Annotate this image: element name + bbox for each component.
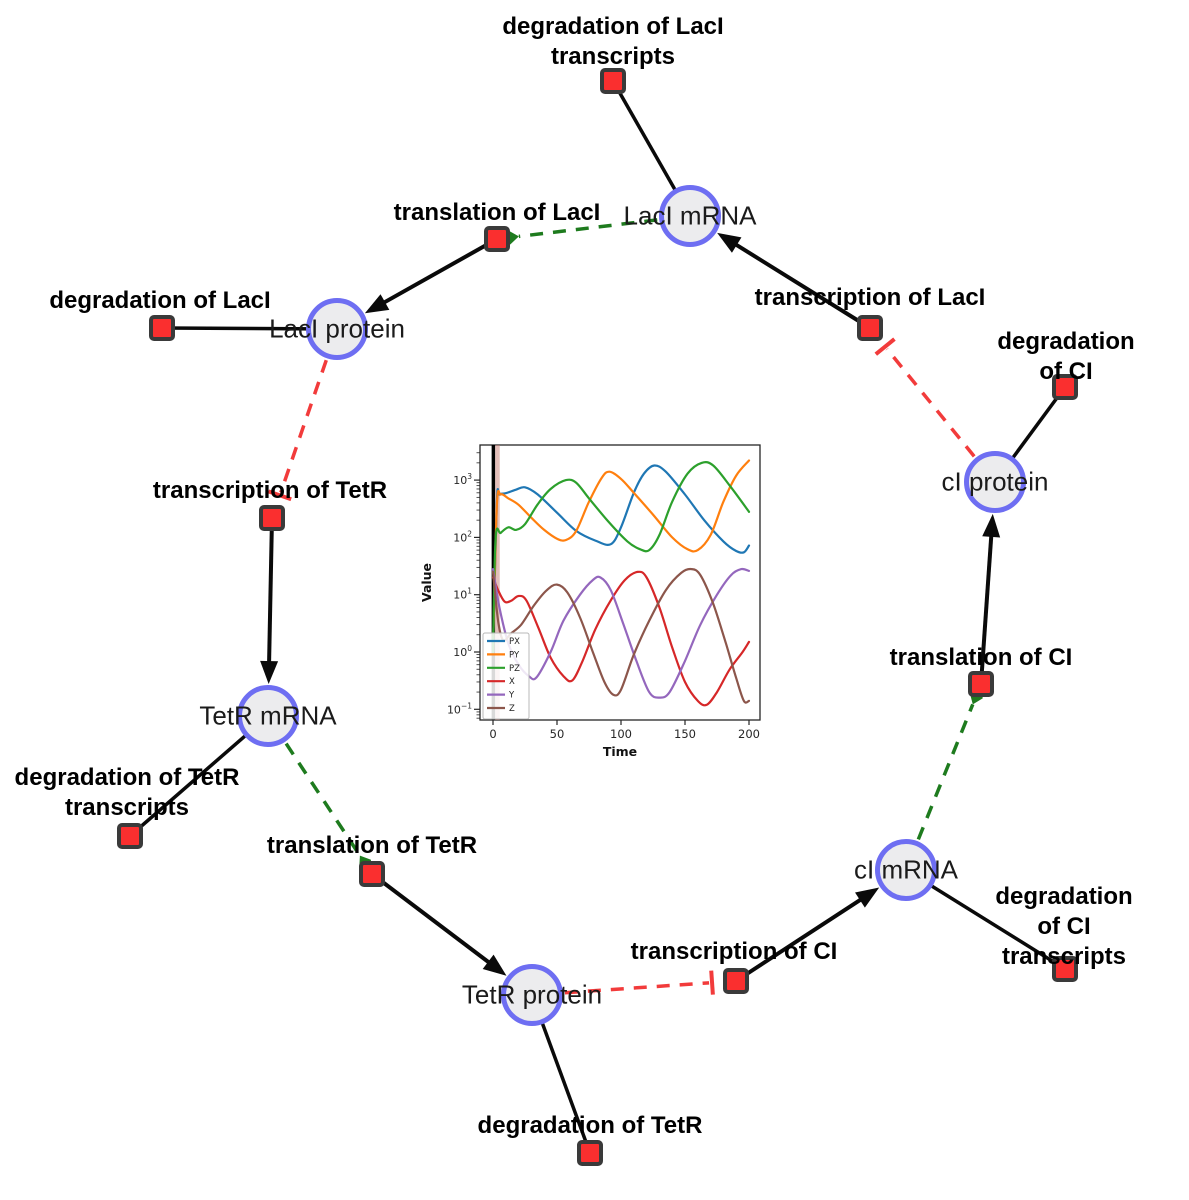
- x-tick-label: 150: [674, 727, 696, 741]
- y-tick-label: 102: [453, 529, 472, 544]
- edge-modifier-ci_mrna-transl_ci: [916, 686, 983, 841]
- edge-production-tc_laci-laci_mrna: [717, 232, 872, 330]
- legend-item-y: Y: [487, 691, 515, 701]
- y-tick-label: 101: [453, 587, 472, 602]
- reaction-node-transl-tetr[interactable]: [359, 861, 385, 887]
- legend-label: PX: [509, 637, 520, 647]
- edge-production-tc_tetr-tetr_mrna: [260, 517, 279, 685]
- series-line-pz: [491, 461, 751, 654]
- edge-inhibition-ci_protein-tc_laci: [874, 337, 976, 458]
- edge-production-transl_ci-ci_protein: [979, 513, 1001, 685]
- reaction-node-deg-ci[interactable]: [1052, 374, 1078, 400]
- species-node-ci-mrna[interactable]: [875, 839, 937, 901]
- reaction-label-tc-ci: transcription of CI: [630, 938, 838, 965]
- species-label-ci-protein: cI protein: [941, 466, 1049, 497]
- legend-item-py: PY: [487, 650, 520, 660]
- reaction-node-deg-ci-tx[interactable]: [1052, 956, 1078, 982]
- edge-consumption-ci_mrna-deg_ci_tx: [905, 868, 1066, 971]
- reaction-label-transl-laci: translation of LacI: [393, 199, 601, 226]
- series-line-py: [491, 459, 751, 654]
- species-label-tetr-mrna: TetR mRNA: [199, 700, 337, 731]
- reaction-node-deg-tetr[interactable]: [577, 1140, 603, 1166]
- y-tick-label: 103: [453, 472, 472, 487]
- species-label-ci-mrna: cI mRNA: [854, 854, 958, 885]
- series-line-z: [491, 567, 751, 704]
- edge-inhibition-tetr_protein-tc_ci: [564, 970, 715, 995]
- reaction-node-tc-ci[interactable]: [723, 968, 749, 994]
- x-tick-label: 0: [489, 727, 496, 741]
- legend-label: Z: [509, 704, 515, 714]
- timecourse-plot: 0 50 100 150 20010−1100101102103TimeValuePXP…: [415, 435, 787, 775]
- reaction-label-deg-tetr-tx: degradation of TetR transcripts: [14, 764, 240, 821]
- reaction-label-transl-tetr: translation of TetR: [266, 832, 478, 859]
- legend-label: Y: [508, 691, 515, 701]
- legend-item-z: Z: [487, 704, 515, 714]
- y-tick-label: 10−1: [447, 701, 472, 716]
- reaction-label-deg-ci: degradation of CI: [997, 328, 1135, 385]
- edge-production-tc_ci-ci_mrna: [734, 887, 880, 983]
- series-line-x: [491, 570, 751, 707]
- species-node-tetr-mrna[interactable]: [237, 685, 299, 747]
- reaction-node-tc-laci[interactable]: [857, 315, 883, 341]
- reaction-node-transl-ci[interactable]: [968, 671, 994, 697]
- legend-item-pz: PZ: [487, 664, 520, 674]
- x-axis-label: Time: [603, 744, 637, 759]
- edge-production-transl_laci-laci_protein: [364, 237, 498, 314]
- reaction-label-deg-ci-tx: degradation of CI transcripts: [995, 883, 1133, 970]
- species-node-laci-mrna[interactable]: [659, 185, 721, 247]
- edge-inhibition-laci_protein-tc_tetr: [267, 359, 328, 502]
- legend-item-px: PX: [487, 637, 520, 647]
- x-tick-label: 50: [550, 727, 565, 741]
- reaction-node-tc-tetr[interactable]: [259, 505, 285, 531]
- reaction-label-tc-laci: transcription of LacI: [754, 284, 986, 311]
- legend: PX PY PZ XYZ: [482, 632, 530, 720]
- species-node-tetr-protein[interactable]: [501, 964, 563, 1026]
- reaction-label-tc-tetr: transcription of TetR: [152, 477, 388, 504]
- species-label-laci-mrna: LacI mRNA: [623, 200, 757, 231]
- reaction-label-transl-ci: translation of CI: [889, 644, 1073, 671]
- species-label-laci-protein: LacI protein: [269, 313, 405, 344]
- reaction-label-deg-laci: degradation of LacI: [49, 287, 271, 314]
- x-tick-label: 200: [738, 727, 760, 741]
- reaction-label-deg-laci-tx: degradation of LacI transcripts: [502, 13, 724, 70]
- reaction-node-deg-laci-tx[interactable]: [600, 68, 626, 94]
- legend-label: PY: [509, 650, 520, 660]
- species-node-laci-protein[interactable]: [306, 298, 368, 360]
- legend-label: PZ: [509, 664, 520, 674]
- reaction-node-deg-tetr-tx[interactable]: [117, 823, 143, 849]
- species-node-ci-protein[interactable]: [964, 451, 1026, 513]
- x-tick-label: 100: [610, 727, 632, 741]
- legend-label: X: [509, 677, 515, 687]
- legend-item-x: X: [487, 677, 515, 687]
- y-tick-label: 100: [453, 644, 472, 659]
- reaction-node-transl-laci[interactable]: [484, 226, 510, 252]
- edge-production-transl_tetr-tetr_protein: [370, 872, 507, 976]
- reaction-node-deg-laci[interactable]: [149, 315, 175, 341]
- species-label-tetr-protein: TetR protein: [461, 979, 603, 1010]
- y-axis-label: Value: [419, 563, 434, 602]
- reaction-label-deg-tetr: degradation of TetR: [477, 1112, 703, 1139]
